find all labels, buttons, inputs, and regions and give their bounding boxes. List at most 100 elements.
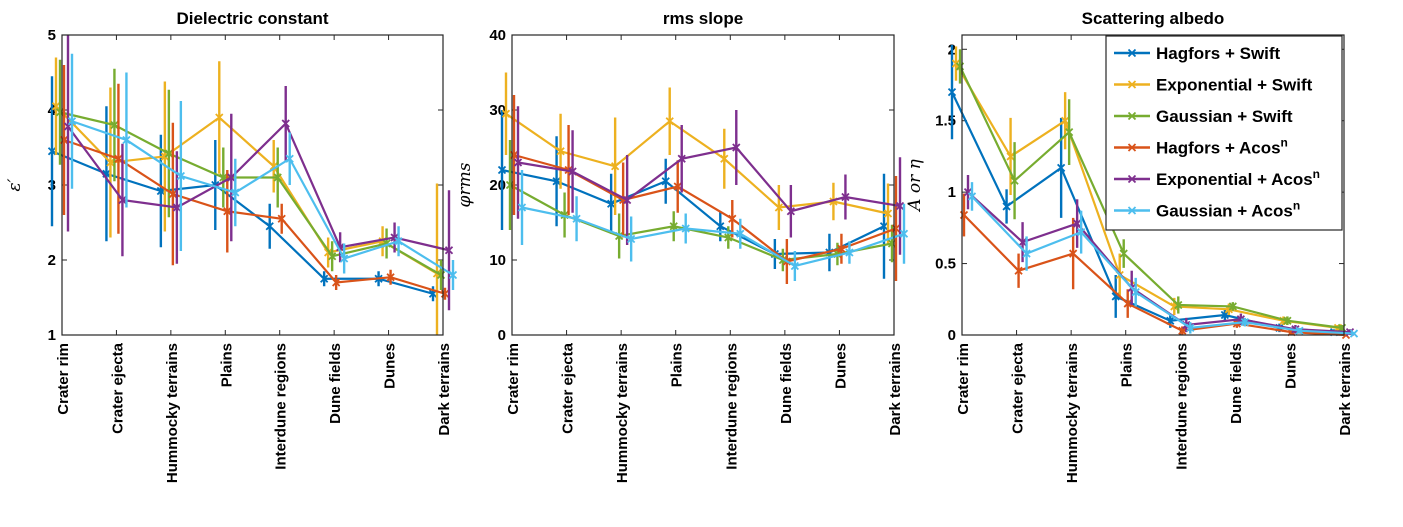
x-tick-label: Interdune regions <box>273 343 290 470</box>
x-tick-label: Dune fields <box>1228 343 1245 424</box>
x-tick-label: Hummocky terrains <box>164 343 181 483</box>
y-tick-label: 20 <box>489 177 506 194</box>
axes-box <box>511 34 895 336</box>
data-point <box>281 119 290 128</box>
data-point <box>114 154 123 163</box>
series-line <box>63 138 446 295</box>
data-point <box>837 244 846 253</box>
data-point <box>1119 249 1128 258</box>
series-hagfors-acos <box>59 65 450 300</box>
series-line <box>71 120 454 276</box>
x-tick-label: Crater ejecta <box>1010 342 1027 434</box>
y-axis-label: φrms <box>455 162 475 207</box>
series-line <box>67 121 450 252</box>
legend-label-text: Gaussian + Swift <box>1156 107 1293 126</box>
data-point <box>1178 326 1187 335</box>
legend: Hagfors + Swift Exponential + Swift Gaussi… <box>1105 35 1343 231</box>
y-axis-label: A or η <box>905 158 925 212</box>
data-point <box>340 254 349 263</box>
legend-label: Gaussian + Acosn <box>1156 199 1300 221</box>
series-line <box>521 206 905 268</box>
series-line <box>963 214 1347 337</box>
y-tick-label: 1 <box>48 327 56 344</box>
data-point <box>1065 128 1074 137</box>
data-point <box>176 171 185 181</box>
data-point <box>269 162 278 171</box>
data-point <box>51 102 61 111</box>
legend-label-text: Exponential + Swift <box>1156 76 1313 95</box>
data-point <box>572 214 581 223</box>
x-tick-label: Dunes <box>832 343 849 389</box>
chart-title: rms slope <box>663 9 743 28</box>
data-point <box>673 182 682 191</box>
data-point <box>1018 238 1027 247</box>
y-tick-label: 10 <box>489 252 506 269</box>
data-point <box>1022 249 1031 258</box>
data-point <box>552 177 561 186</box>
data-point <box>883 209 893 218</box>
x-tick-label: Dark terrains <box>436 343 453 436</box>
data-point <box>513 158 523 167</box>
data-point <box>665 117 674 126</box>
data-point <box>724 233 733 242</box>
legend-label-superscript: n <box>1293 199 1300 213</box>
data-point <box>786 207 795 216</box>
x-tick-label: Crater rim <box>55 343 72 415</box>
data-point <box>845 248 854 257</box>
series-exponential-acos <box>513 106 905 255</box>
x-tick-label: Dune fields <box>327 343 344 424</box>
data-point <box>497 165 507 175</box>
data-point <box>623 195 632 205</box>
data-point <box>1006 152 1015 161</box>
data-point <box>1123 299 1132 308</box>
y-tick-label: 1.5 <box>935 113 956 130</box>
data-point <box>1014 266 1023 275</box>
data-point <box>265 222 274 231</box>
data-point <box>444 246 454 255</box>
legend-label-text: Hagfors + Swift <box>1156 44 1281 63</box>
data-point <box>947 88 957 97</box>
legend-label: Exponential + Swift <box>1156 76 1313 95</box>
legend-label-text: Gaussian + Acos <box>1156 202 1293 221</box>
data-point <box>1240 318 1249 327</box>
data-point <box>273 173 282 182</box>
axes-box <box>61 34 444 336</box>
series-gaussian-acos <box>517 170 909 281</box>
series-line <box>59 111 442 276</box>
data-point <box>732 143 741 152</box>
data-point <box>332 278 341 287</box>
series-gaussian-swift <box>955 49 1347 332</box>
x-tick-label: Hummocky terrains <box>614 343 631 483</box>
data-point <box>1283 316 1292 325</box>
legend-marker <box>1127 143 1137 152</box>
legend-box <box>1105 35 1343 231</box>
data-point <box>895 201 905 211</box>
x-tick-label: Plains <box>669 343 686 387</box>
series-line <box>959 65 1343 329</box>
x-tick-label: Crater rim <box>955 343 972 415</box>
series-exponential-acos <box>63 35 454 311</box>
x-tick-label: Plains <box>1119 343 1136 387</box>
legend-label: Hagfors + Swift <box>1156 44 1281 63</box>
y-tick-label: 0.5 <box>935 256 956 273</box>
x-tick-label: Crater ejecta <box>560 342 577 434</box>
data-point <box>223 207 232 216</box>
data-point <box>320 274 329 283</box>
y-tick-label: 2 <box>48 252 56 269</box>
y-tick-label: 0 <box>498 327 506 344</box>
legend-label: Gaussian + Swift <box>1156 107 1293 126</box>
data-point <box>386 273 395 282</box>
data-point <box>448 270 458 280</box>
data-point <box>1228 302 1237 311</box>
legend-label-text: Exponential + Acos <box>1156 170 1313 189</box>
x-tick-label: Dune fields <box>778 343 795 424</box>
data-point <box>899 229 909 238</box>
data-point <box>967 192 977 201</box>
series-line <box>55 105 438 275</box>
y-axis-label: ε′ <box>5 178 25 191</box>
data-point <box>681 224 690 233</box>
legend-label: Exponential + Acosn <box>1156 167 1320 189</box>
series-gaussian-swift <box>55 59 446 290</box>
data-point <box>118 195 127 205</box>
